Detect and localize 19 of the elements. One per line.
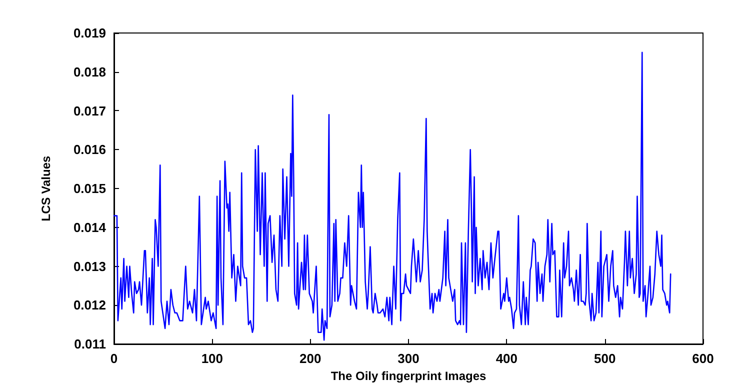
x-tick-label: 0 bbox=[110, 351, 118, 366]
y-tick-label: 0.018 bbox=[73, 64, 106, 80]
y-tick-label: 0.012 bbox=[73, 298, 106, 313]
y-tick-label: 0.013 bbox=[73, 258, 106, 274]
x-tick-label: 100 bbox=[201, 351, 224, 366]
y-tick-label: 0.011 bbox=[74, 336, 106, 352]
x-axis-title: The Oily fingerprint Images bbox=[330, 368, 486, 383]
y-axis-title: LCS Values bbox=[39, 156, 53, 222]
y-tick-label: 0.019 bbox=[73, 26, 106, 40]
x-tick-label: 400 bbox=[496, 351, 518, 366]
line-series bbox=[113, 52, 672, 341]
x-tick-label: 500 bbox=[594, 351, 616, 366]
y-tick-label: 0.017 bbox=[73, 103, 106, 118]
x-tick-label: 600 bbox=[692, 351, 714, 366]
y-tick-label: 0.014 bbox=[73, 220, 107, 235]
x-tick-label: 300 bbox=[398, 351, 420, 366]
y-tick-label: 0.015 bbox=[73, 181, 106, 196]
x-tick-label: 200 bbox=[299, 351, 322, 366]
y-tick-label: 0.016 bbox=[73, 142, 106, 158]
